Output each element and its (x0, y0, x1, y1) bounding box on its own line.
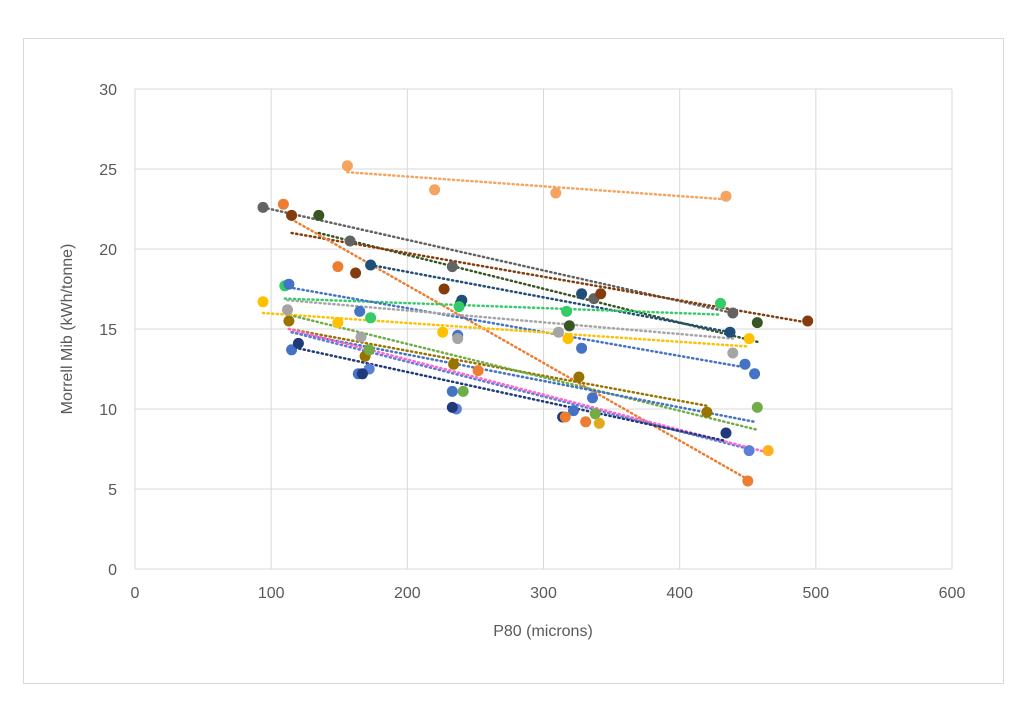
data-point (257, 296, 269, 308)
data-point (751, 317, 763, 329)
data-point (257, 201, 269, 213)
data-point (743, 445, 755, 457)
data-point (363, 344, 375, 356)
data-point (563, 320, 575, 332)
data-point (446, 385, 458, 397)
gridlines (134, 88, 953, 570)
data-point (720, 427, 732, 439)
data-point (742, 475, 754, 487)
y-axis-title: Morrell Mib (kWh/tonne) (59, 244, 76, 415)
data-point (580, 416, 592, 428)
data-point (701, 406, 713, 418)
y-tick-labels: 0 5 10 15 20 25 30 (99, 82, 117, 579)
data-point (448, 358, 460, 370)
data-point (332, 317, 344, 329)
data-point (283, 315, 295, 327)
data-point (727, 307, 739, 319)
data-point (332, 261, 344, 273)
trendline (261, 311, 751, 348)
x-tick-labels: 0 100 200 300 400 500 600 (131, 585, 966, 602)
x-tick-label: 500 (802, 585, 829, 602)
y-tick-label: 5 (108, 482, 117, 499)
y-tick-label: 30 (99, 82, 117, 99)
y-tick-label: 15 (99, 322, 117, 339)
trendline (288, 345, 728, 443)
x-tick-label: 400 (666, 585, 693, 602)
y-tick-label: 25 (99, 162, 117, 179)
data-point (553, 326, 564, 338)
data-point (355, 331, 367, 343)
trendline (287, 286, 747, 369)
data-point (550, 187, 562, 199)
data-point (350, 267, 362, 279)
data-point (365, 312, 377, 324)
data-point (292, 337, 304, 349)
data-point (341, 160, 353, 172)
data-point (277, 198, 289, 210)
data-point (472, 365, 484, 377)
x-tick-label: 600 (939, 585, 966, 602)
data-point (356, 368, 368, 380)
data-point (727, 347, 739, 359)
trendline (286, 215, 750, 481)
data-point (457, 385, 469, 397)
data-point (595, 288, 607, 300)
data-point (724, 326, 736, 338)
data-point (720, 190, 732, 202)
data-point (453, 301, 465, 313)
data-point (593, 417, 605, 429)
data-point (561, 305, 573, 317)
x-tick-label: 100 (258, 585, 285, 602)
data-point (576, 288, 588, 300)
data-point (283, 278, 295, 290)
data-point (751, 401, 763, 413)
data-point (313, 209, 325, 221)
data-point (559, 411, 571, 423)
data-point (344, 235, 356, 247)
x-axis-title: P80 (microns) (493, 623, 593, 640)
data-point (429, 184, 441, 196)
data-point (715, 297, 726, 309)
x-tick-label: 0 (131, 585, 140, 602)
data-point (587, 392, 598, 404)
data-point (739, 358, 751, 370)
data-point (452, 333, 464, 345)
chart-frame (23, 38, 1004, 684)
data-point (365, 259, 377, 271)
data-point (568, 405, 579, 417)
data-point (282, 304, 293, 316)
trendline (346, 170, 728, 201)
data-point (286, 209, 298, 221)
trendline (293, 314, 759, 432)
data-point (589, 408, 601, 420)
data-point (562, 333, 574, 345)
y-tick-label: 10 (99, 402, 117, 419)
y-tick-label: 0 (108, 562, 117, 579)
data-point (354, 305, 366, 317)
data-point (749, 368, 761, 380)
x-tick-label: 300 (530, 585, 557, 602)
data-point (446, 401, 458, 413)
data-point (438, 283, 450, 295)
data-point (802, 315, 814, 327)
data-point (743, 333, 755, 345)
data-points (257, 160, 814, 487)
trendline (369, 263, 732, 334)
x-tick-label: 200 (394, 585, 421, 602)
y-tick-label: 20 (99, 242, 117, 259)
data-point (573, 371, 585, 383)
data-point (437, 326, 449, 338)
data-point (446, 261, 458, 273)
data-point (576, 342, 588, 354)
trendline (283, 297, 722, 316)
data-point (762, 445, 774, 457)
